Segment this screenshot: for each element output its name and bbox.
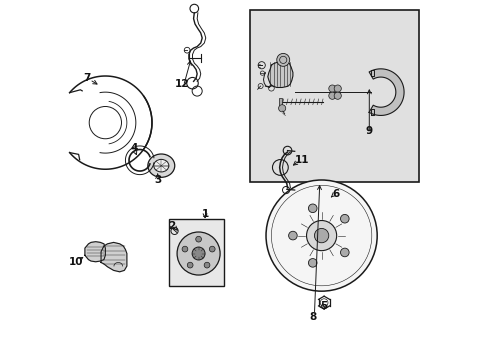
Bar bbox=[249, 10, 418, 182]
Text: 1: 1 bbox=[201, 209, 208, 219]
Circle shape bbox=[308, 204, 316, 213]
Polygon shape bbox=[267, 60, 292, 87]
Circle shape bbox=[314, 228, 328, 243]
Circle shape bbox=[177, 232, 220, 275]
Circle shape bbox=[333, 92, 341, 99]
Circle shape bbox=[204, 262, 209, 268]
Circle shape bbox=[328, 92, 335, 99]
Circle shape bbox=[182, 246, 187, 252]
Circle shape bbox=[288, 231, 297, 240]
Circle shape bbox=[306, 221, 336, 251]
Circle shape bbox=[278, 105, 285, 112]
Text: 2: 2 bbox=[168, 221, 175, 231]
Text: 6: 6 bbox=[332, 189, 339, 199]
Circle shape bbox=[187, 262, 193, 268]
Circle shape bbox=[340, 215, 348, 223]
Circle shape bbox=[195, 236, 201, 242]
Circle shape bbox=[209, 246, 215, 252]
Text: 3: 3 bbox=[154, 175, 161, 185]
Bar bbox=[169, 220, 223, 286]
Circle shape bbox=[276, 53, 289, 66]
Polygon shape bbox=[370, 70, 373, 76]
Circle shape bbox=[340, 248, 348, 257]
Text: 10: 10 bbox=[68, 257, 83, 267]
Polygon shape bbox=[370, 109, 373, 115]
Text: 7: 7 bbox=[83, 73, 90, 83]
Circle shape bbox=[265, 180, 376, 291]
Polygon shape bbox=[368, 69, 403, 116]
Text: 4: 4 bbox=[130, 143, 138, 153]
Circle shape bbox=[308, 258, 316, 267]
Ellipse shape bbox=[147, 154, 174, 177]
Ellipse shape bbox=[153, 159, 168, 172]
Text: 12: 12 bbox=[174, 79, 188, 89]
Polygon shape bbox=[101, 242, 126, 272]
Circle shape bbox=[333, 85, 341, 92]
Circle shape bbox=[192, 247, 204, 260]
Text: 11: 11 bbox=[294, 155, 308, 165]
Polygon shape bbox=[85, 242, 105, 262]
Text: 9: 9 bbox=[365, 126, 372, 135]
Text: 5: 5 bbox=[319, 301, 326, 311]
Circle shape bbox=[328, 85, 335, 92]
Text: 8: 8 bbox=[308, 312, 316, 322]
Bar bbox=[278, 98, 281, 106]
